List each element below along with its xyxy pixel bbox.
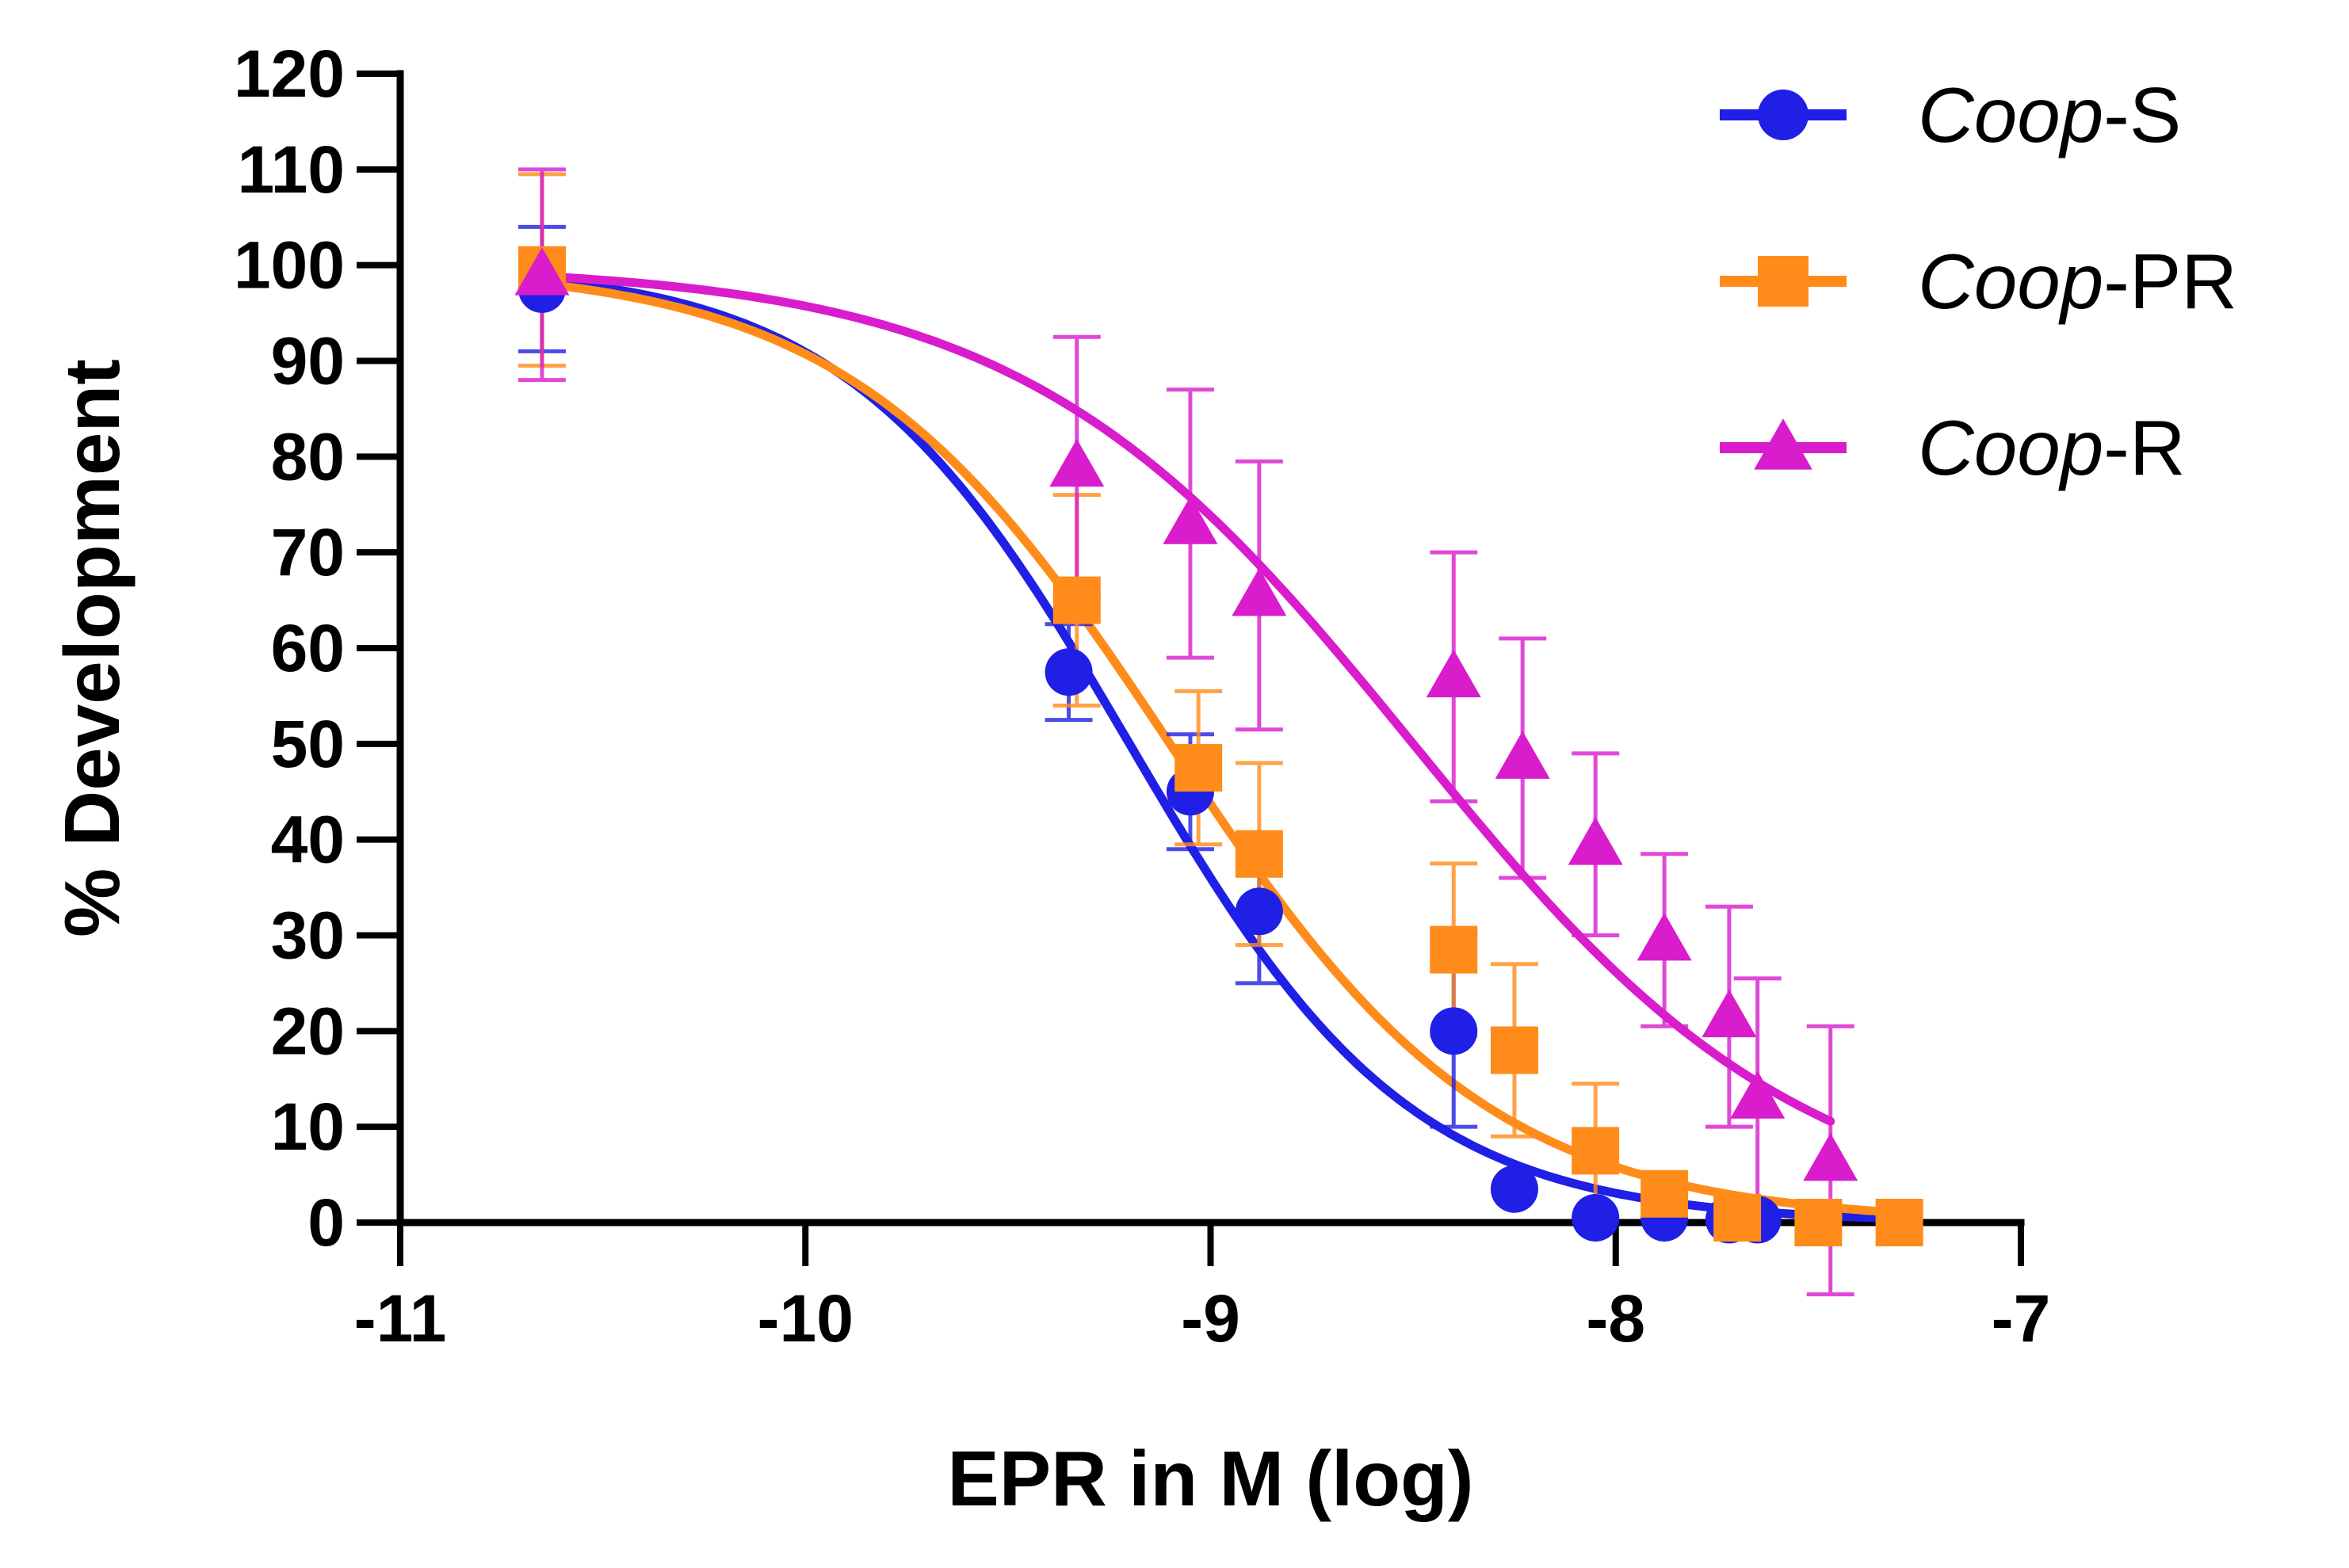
data-point-Coop-R — [1232, 568, 1287, 616]
data-point-Coop-S — [1572, 1193, 1620, 1242]
y-tick-label: 0 — [307, 1185, 345, 1260]
y-tick-label: 110 — [237, 132, 345, 207]
data-point-Coop-R — [1702, 989, 1757, 1038]
data-point-Coop-R — [1163, 496, 1218, 544]
y-tick-label: 80 — [271, 419, 345, 494]
legend-swatch-marker — [1758, 90, 1809, 140]
y-tick-label: 40 — [271, 803, 345, 877]
x-tick-label: -8 — [1586, 1281, 1645, 1356]
legend-label-suffix: -PR — [2103, 238, 2237, 325]
fit-curve-Coop-R — [537, 272, 1835, 1126]
data-point-Coop-R — [1495, 731, 1550, 779]
legend-label-suffix: -S — [2103, 71, 2181, 158]
x-axis-title: EPR in M (log) — [947, 1435, 1473, 1522]
data-point-Coop-PR — [1640, 1169, 1689, 1218]
data-point-Coop-PR — [1490, 1026, 1538, 1074]
data-point-Coop-PR — [1052, 576, 1101, 624]
data-point-Coop-R — [1426, 649, 1481, 698]
legend-swatch-marker — [1754, 418, 1812, 470]
data-point-Coop-S — [1430, 1007, 1478, 1055]
data-point-Coop-R — [1049, 438, 1105, 487]
data-point-Coop-PR — [1235, 830, 1283, 878]
y-tick-label: 50 — [271, 707, 345, 781]
y-tick-label: 30 — [271, 898, 345, 973]
legend-label-italic: Coop — [1918, 71, 2103, 158]
y-tick-label: 120 — [234, 36, 345, 111]
y-tick-label: 90 — [271, 324, 345, 399]
legend-swatch-marker — [1758, 256, 1809, 307]
data-point-Coop-R — [514, 247, 570, 296]
y-axis-title: % Development — [48, 359, 136, 937]
data-point-Coop-PR — [1430, 925, 1478, 974]
x-tick-label: -7 — [1992, 1281, 2051, 1356]
y-tick-label: 10 — [271, 1089, 345, 1164]
legend-label: Coop-R — [1918, 404, 2186, 491]
data-point-Coop-PR — [1713, 1193, 1762, 1242]
y-tick-label: 60 — [271, 611, 345, 685]
y-tick-label: 70 — [271, 515, 345, 589]
axes: 0 10 20 30 40 50 60 70 80 90 100 110 120 -11 -10 -9 -8 -7 — [234, 36, 2051, 1356]
data-point-Coop-PR — [1794, 1199, 1843, 1246]
y-tick-label: 20 — [271, 994, 345, 1068]
x-tick-label: -10 — [758, 1281, 854, 1356]
legend-label-suffix: -R — [2103, 404, 2185, 491]
data-point-Coop-PR — [1875, 1199, 1923, 1246]
legend-label: Coop-PR — [1918, 238, 2237, 325]
data-point-Coop-S — [1490, 1165, 1538, 1213]
data-point-Coop-R — [1568, 817, 1623, 865]
data-point-Coop-R — [1803, 1132, 1858, 1181]
y-tick-label: 100 — [234, 228, 345, 303]
data-point-Coop-PR — [1174, 744, 1223, 792]
data-point-Coop-R — [1730, 1070, 1786, 1119]
legend-label-italic: Coop — [1918, 238, 2103, 325]
legend-item-Coop-S: Coop-S — [1720, 71, 2181, 158]
legend-label: Coop-S — [1918, 71, 2181, 158]
legend-item-Coop-R: Coop-R — [1720, 404, 2186, 491]
data-point-Coop-S — [1235, 887, 1283, 936]
data-point-Coop-S — [1045, 648, 1093, 696]
data-point-Coop-PR — [1572, 1127, 1620, 1175]
legend-item-Coop-PR: Coop-PR — [1720, 238, 2237, 325]
error-bars — [518, 167, 1854, 1297]
x-tick-label: -9 — [1181, 1281, 1240, 1356]
legend-label-italic: Coop — [1918, 404, 2103, 491]
x-tick-label: -11 — [354, 1281, 447, 1356]
data-points — [514, 246, 1923, 1246]
data-point-Coop-R — [1637, 913, 1692, 961]
